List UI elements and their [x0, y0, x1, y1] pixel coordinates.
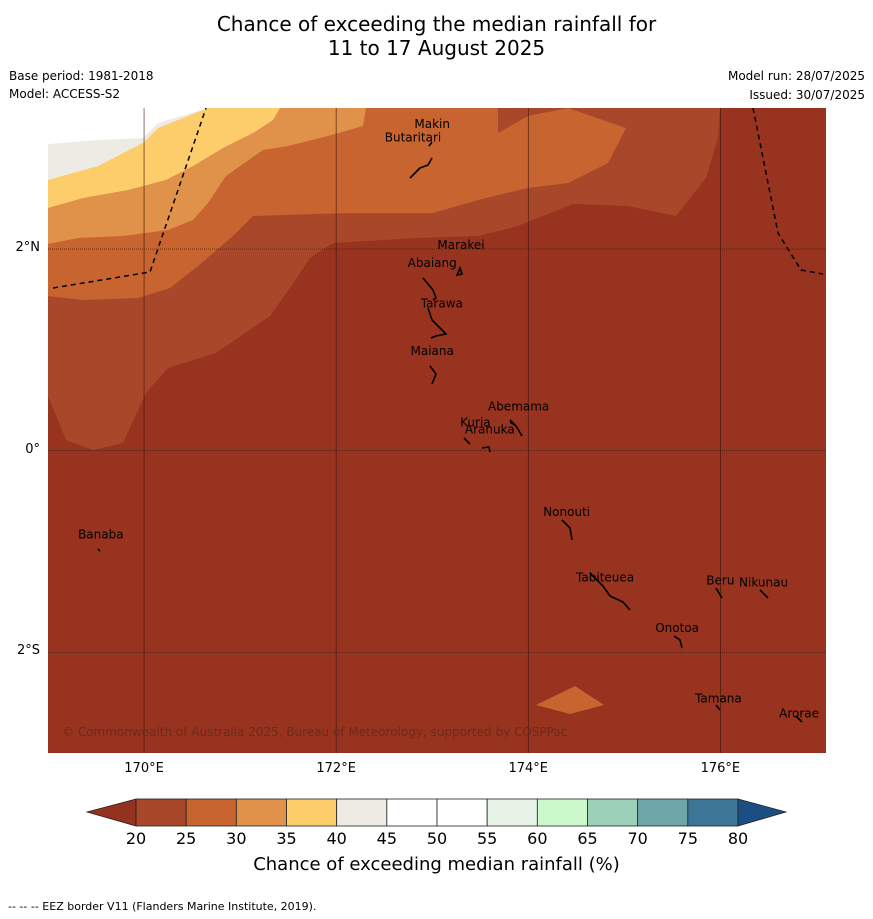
longitude-tick-label: 170°E: [124, 761, 164, 776]
island-aranuka-outline: [481, 446, 491, 453]
map-title-line1: Chance of exceeding the median rainfall …: [216, 12, 657, 36]
colorbar-tick-label: 75: [677, 829, 698, 848]
island-tabiteuea-outline: [589, 572, 631, 611]
colorbar-segments: [135, 798, 739, 827]
colorbar-segment: [135, 798, 187, 827]
island-abaiang-outline: [422, 277, 437, 301]
longitude-tick-label: 172°E: [316, 761, 356, 776]
eez-border-east: [752, 108, 824, 275]
island-outlines: [97, 141, 803, 723]
island-kuria-outline: [463, 437, 471, 445]
colorbar-tick-label: 80: [727, 829, 749, 848]
issued-date: Issued: 30/07/2025: [749, 88, 865, 102]
copyright-notice: © Commonwealth of Australia 2025, Bureau…: [62, 725, 567, 739]
place-label-aranuka: Aranuka: [465, 423, 515, 437]
island-nikunau-outline: [759, 589, 769, 599]
colorbar-segment: [286, 798, 338, 827]
island-onotoa-outline: [673, 635, 683, 649]
place-label-makin: Makin: [414, 117, 450, 131]
colorbar-segment: [436, 798, 488, 827]
island-makin-outline: [428, 141, 433, 147]
island-nonouti-outline: [561, 519, 573, 541]
island-banaba-outline: [97, 548, 101, 552]
longitude-tick-label: 176°E: [700, 761, 741, 776]
colorbar-tick-label: 70: [627, 829, 648, 848]
colorbar-tick-label: 45: [376, 829, 397, 848]
colorbar-segment: [235, 798, 287, 827]
place-label-abemama: Abemama: [488, 399, 549, 413]
place-label-maiana: Maiana: [411, 344, 454, 358]
place-label-onotoa: Onotoa: [655, 621, 699, 635]
colorbar-tick-label: 65: [577, 829, 598, 848]
place-label-banaba: Banaba: [78, 527, 124, 541]
colorbar: [86, 798, 788, 827]
island-marakei-outline: [455, 265, 464, 277]
colorbar-tick-label: 30: [226, 829, 247, 848]
colorbar-segment: [386, 798, 438, 827]
latitude-tick-label: 0°: [25, 441, 40, 457]
colorbar-tick-label: 35: [276, 829, 297, 848]
place-label-abaiang: Abaiang: [408, 256, 457, 270]
base-period: Base period: 1981-2018: [9, 69, 154, 83]
place-label-kuria: Kuria: [460, 415, 491, 429]
place-label-tabiteuea: Tabiteuea: [575, 571, 634, 585]
colorbar-segment: [637, 798, 689, 827]
place-label-tarawa: Tarawa: [420, 297, 463, 311]
colorbar-title: Chance of exceeding median rainfall (%): [253, 854, 620, 875]
colorbar-segment: [486, 798, 538, 827]
island-abemama-outline: [509, 419, 523, 437]
colorbar-segment: [687, 798, 739, 827]
island-beru-outline: [715, 587, 723, 599]
colorbar-tick-label: 40: [326, 829, 347, 848]
place-label-beru: Beru: [706, 574, 734, 588]
colorbar-tick-label: 55: [476, 829, 498, 848]
place-label-arorae: Arorae: [779, 707, 819, 721]
eez-border-note: -- -- -- EEZ border V11 (Flanders Marine…: [8, 900, 317, 913]
colorbar-tick-label: 25: [175, 829, 197, 848]
island-tamana-outline: [715, 704, 721, 711]
colorbar-segment: [185, 798, 237, 827]
colorbar-under-arrow: [86, 798, 137, 827]
colorbar-over-arrow: [737, 798, 788, 827]
model-run-date: Model run: 28/07/2025: [727, 69, 865, 83]
latitude-tick-label: 2°S: [16, 643, 40, 659]
colorbar-segment: [587, 798, 639, 827]
outside-data-area: [48, 108, 208, 144]
colorbar-segment: [336, 798, 388, 827]
model-name: Model: ACCESS-S2: [9, 87, 121, 101]
map-title-line2: 11 to 17 August 2025: [327, 36, 546, 60]
colorbar-tick-label: 20: [125, 829, 147, 848]
latitude-tick-label: 2°N: [15, 240, 41, 256]
island-maiana-outline: [429, 365, 437, 385]
place-label-butaritari: Butaritari: [385, 130, 442, 144]
island-butaritari-outline: [409, 157, 433, 179]
island-arorae-outline: [795, 715, 803, 723]
place-label-tamana: Tamana: [694, 692, 742, 706]
colorbar-tick-label: 50: [426, 829, 448, 848]
colorbar-segment: [536, 798, 588, 827]
place-label-marakei: Marakei: [437, 238, 484, 252]
graticule: [48, 108, 826, 753]
island-tarawa-outline: [427, 307, 448, 339]
category-25-30-patch: [536, 686, 604, 714]
place-label-nonouti: Nonouti: [543, 505, 590, 519]
place-label-nikunau: Nikunau: [739, 576, 788, 590]
longitude-tick-label: 174°E: [508, 761, 548, 776]
colorbar-tick-label: 60: [527, 829, 548, 848]
